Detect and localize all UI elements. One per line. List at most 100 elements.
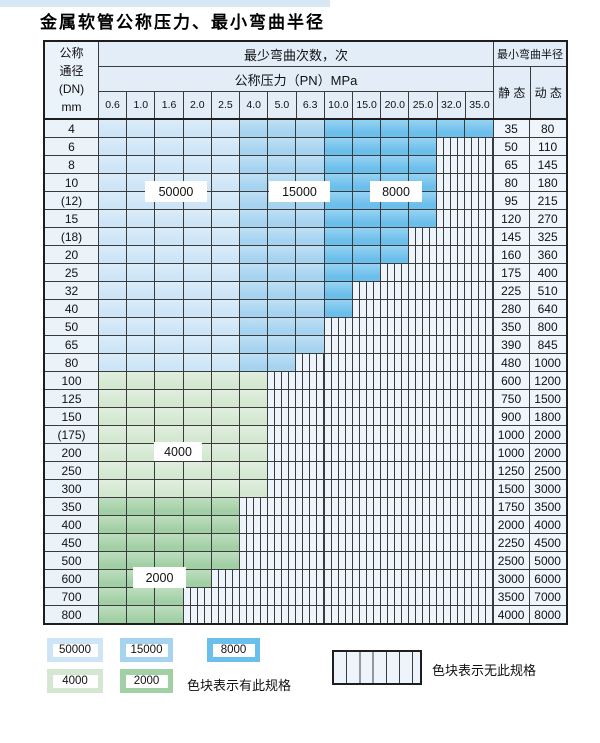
no-spec-cell [352,282,381,299]
no-spec-cell [465,372,494,389]
pn-tick-cell: 4.0 [240,92,269,118]
spec-cell [352,120,381,137]
spec-cell [268,156,297,173]
radius-subheader-row: 静 态 动 态 [494,67,566,118]
dynamic-radius-cell: 400 [529,264,566,281]
spec-cell [268,318,297,335]
spec-cell [183,498,212,515]
no-spec-cell [268,372,297,389]
no-spec-cell [437,174,466,191]
static-radius-cell: 900 [493,408,530,425]
spec-cell [296,318,325,335]
no-spec-cell [352,354,381,371]
dynamic-radius-cell: 4000 [529,516,566,533]
spec-cell [183,138,212,155]
spec-cell [239,228,269,245]
spec-cell [183,246,212,263]
no-spec-cell [268,570,297,587]
spec-cell [127,246,156,263]
no-spec-cell [296,516,325,533]
dynamic-radius-cell: 215 [529,192,566,209]
no-spec-cell [437,246,466,263]
no-spec-cell [465,354,494,371]
no-spec-cell [296,480,325,497]
no-spec-cell [409,372,438,389]
spec-cell [409,210,438,227]
spec-cell [99,552,128,569]
dn-cell: 150 [45,408,99,425]
no-spec-cell [409,570,438,587]
spec-cell [127,408,156,425]
no-spec-cell [409,354,438,371]
pressure-header-block: 最少弯曲次数，次 公称压力（PN）MPa 0.6 1.0 1.6 2.0 2.5 4.0 5… [99,42,494,118]
table-row: 25 175 400 [45,263,566,281]
spec-cell [239,426,269,443]
no-spec-cell [352,336,381,353]
no-spec-cell [268,390,297,407]
dynamic-radius-cell: 640 [529,300,566,317]
no-spec-cell [268,444,297,461]
dn-header-line: 通径 [59,64,84,78]
cycle-count-label: 2000 [133,567,186,588]
spec-cell [99,390,128,407]
spec-cell [99,282,128,299]
table-row: 8 65 145 [45,155,566,173]
spec-cell [99,570,128,587]
spec-cell [183,318,212,335]
spec-cell [296,156,325,173]
table-header: 公称 通径 (DN) mm 最少弯曲次数，次 公称压力（PN）MPa 0.6 1.… [45,42,566,120]
spec-cell [99,156,128,173]
dn-cell: (175) [45,426,99,443]
static-radius-cell: 3500 [493,588,530,605]
dynamic-radius-cell: 510 [529,282,566,299]
dn-cell: 32 [45,282,99,299]
table-row: 15 120 270 [45,209,566,227]
dynamic-radius-cell: 1200 [529,372,566,389]
spec-cell [127,264,156,281]
spec-cell [127,138,156,155]
radius-header-block: 最小弯曲半径 静 态 动 态 [494,42,566,118]
table-row: (18) 145 325 [45,227,566,245]
spec-cell [409,156,438,173]
dn-cell: 400 [45,516,99,533]
spec-cell [183,552,212,569]
no-spec-cell [324,408,353,425]
table-row: 50 350 800 [45,317,566,335]
pn-tick-cell: 32.0 [437,92,466,118]
spec-cell [268,138,297,155]
no-spec-cell [324,318,353,335]
dn-cell: 250 [45,462,99,479]
spec-cell [155,426,184,443]
spec-cell [324,174,353,191]
spec-cell [268,336,297,353]
spec-cell [380,210,410,227]
spec-cell [127,282,156,299]
spec-cell [211,372,240,389]
static-radius-cell: 390 [493,336,530,353]
no-spec-cell [268,480,297,497]
spec-cell [239,336,269,353]
no-spec-cell [409,588,438,605]
no-spec-cell [352,498,381,515]
legend-no-spec-swatch [332,650,422,685]
spec-cell [127,534,156,551]
no-spec-cell [380,318,410,335]
spec-cell [239,300,269,317]
spec-cell [211,552,240,569]
no-spec-cell [324,570,353,587]
no-spec-cell [465,516,494,533]
spec-cell [465,120,494,137]
spec-cell [239,138,269,155]
no-spec-cell [211,606,240,623]
no-spec-cell [465,552,494,569]
no-spec-cell [409,336,438,353]
static-radius-cell: 225 [493,282,530,299]
spec-cell [324,138,353,155]
static-radius-cell: 145 [493,228,530,245]
dn-cell: 25 [45,264,99,281]
no-spec-cell [437,354,466,371]
dynamic-radius-cell: 5000 [529,552,566,569]
dn-cell: 4 [45,120,99,137]
no-spec-cell [380,534,410,551]
no-spec-cell [380,300,410,317]
